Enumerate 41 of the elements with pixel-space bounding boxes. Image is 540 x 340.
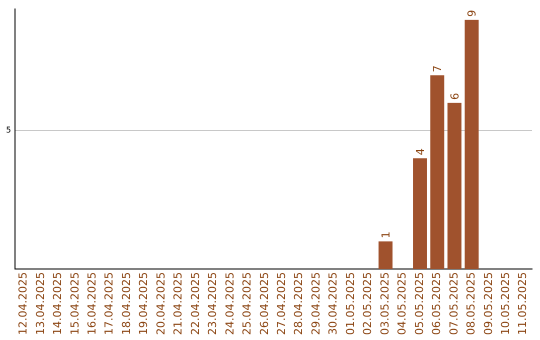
x-tick-label: 10.05.2025 [499,272,512,336]
x-tick-label: 16.04.2025 [85,272,98,336]
x-tick-label: 26.04.2025 [258,272,271,336]
x-tick-label: 13.04.2025 [34,272,47,336]
x-tick-label: 04.05.2025 [396,272,409,336]
bar [464,20,479,270]
x-tick-label: 08.05.2025 [464,272,478,336]
x-tick-label: 29.04.2025 [309,272,322,336]
bar [430,75,444,270]
x-tick-label: 05.05.2025 [412,272,426,336]
x-tick-label: 11.05.2025 [516,272,530,336]
bar [378,241,393,270]
data-label: 6 [448,92,462,100]
data-label: 1 [380,231,393,238]
x-tick-label: 09.05.2025 [482,272,495,336]
x-tick-label: 24.04.2025 [223,272,236,336]
x-tick-label: 28.04.2025 [292,272,306,336]
x-tick-label: 30.04.2025 [326,272,340,336]
x-tick-label: 03.05.2025 [378,272,392,336]
x-tick-label: 15.04.2025 [68,272,82,336]
x-tick-label: 20.04.2025 [154,272,168,336]
x-tick-label: 17.04.2025 [102,272,116,336]
data-label: 9 [466,10,479,17]
x-tick-label: 12.04.2025 [16,272,30,336]
x-tick-label: 07.05.2025 [447,272,460,336]
data-label: 4 [414,148,428,156]
x-tick-label: 01.05.2025 [344,272,357,336]
x-tick-label: 27.04.2025 [275,272,288,336]
x-tick-label: 18.04.2025 [120,272,133,336]
x-tick-label: 22.04.2025 [188,272,202,336]
data-label: 7 [431,65,444,72]
bar [447,102,462,270]
x-tick-label: 19.04.2025 [137,272,150,336]
x-tick-label: 25.04.2025 [240,272,254,336]
x-tick-label: 21.04.2025 [172,272,185,336]
x-tick-label: 23.04.2025 [206,272,220,336]
bar [413,158,427,270]
x-tick-label: 06.05.2025 [430,272,444,336]
x-tick-label: 14.04.2025 [51,272,64,336]
x-tick-label: 02.05.2025 [361,272,374,336]
y-tick-label: 5 [6,126,12,135]
